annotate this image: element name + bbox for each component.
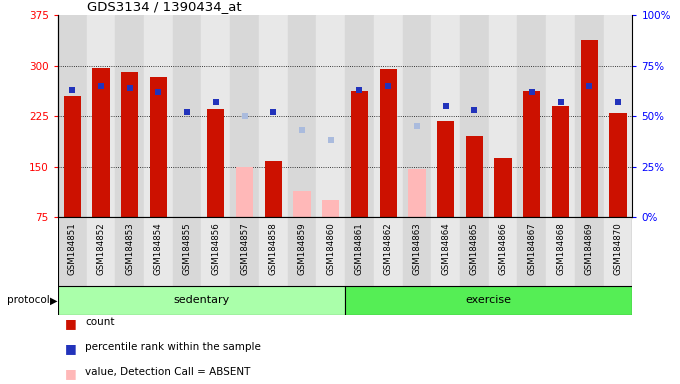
Bar — [86, 217, 116, 286]
Bar — [86, 15, 116, 217]
Bar — [575, 217, 604, 286]
Bar — [431, 217, 460, 286]
Text: GSM184866: GSM184866 — [498, 222, 507, 275]
Bar — [517, 217, 546, 286]
Bar — [259, 15, 288, 217]
Bar — [351, 91, 368, 217]
Text: value, Detection Call = ABSENT: value, Detection Call = ABSENT — [85, 367, 250, 377]
Bar — [546, 15, 575, 217]
Bar — [489, 217, 517, 286]
Text: sedentary: sedentary — [173, 295, 230, 306]
Bar — [121, 73, 138, 217]
Bar — [374, 217, 403, 286]
Text: GDS3134 / 1390434_at: GDS3134 / 1390434_at — [86, 0, 241, 13]
Text: GSM184861: GSM184861 — [355, 222, 364, 275]
Bar — [316, 15, 345, 217]
Bar — [345, 217, 374, 286]
Text: ■: ■ — [65, 342, 76, 355]
Bar — [408, 169, 426, 217]
Bar — [288, 217, 316, 286]
Text: GSM184864: GSM184864 — [441, 222, 450, 275]
Bar — [116, 217, 144, 286]
Text: GSM184868: GSM184868 — [556, 222, 565, 275]
Bar — [489, 15, 517, 217]
Bar — [437, 121, 454, 217]
Bar — [379, 69, 397, 217]
Text: GSM184863: GSM184863 — [413, 222, 422, 275]
Bar — [403, 217, 431, 286]
Text: percentile rank within the sample: percentile rank within the sample — [85, 342, 261, 352]
Bar — [201, 217, 231, 286]
Bar — [259, 217, 288, 286]
Text: GSM184857: GSM184857 — [240, 222, 249, 275]
Bar — [345, 15, 374, 217]
Bar — [523, 91, 541, 217]
Bar — [207, 109, 224, 217]
Bar — [322, 200, 339, 217]
Text: GSM184865: GSM184865 — [470, 222, 479, 275]
Text: exercise: exercise — [466, 295, 512, 306]
Bar — [552, 106, 569, 217]
Bar — [403, 15, 431, 217]
Bar — [604, 217, 632, 286]
Bar — [345, 286, 632, 315]
Bar — [293, 192, 311, 217]
Text: protocol: protocol — [7, 295, 50, 306]
Text: GSM184858: GSM184858 — [269, 222, 277, 275]
Bar — [144, 15, 173, 217]
Bar — [517, 15, 546, 217]
Bar — [374, 15, 403, 217]
Bar — [230, 15, 259, 217]
Text: GSM184853: GSM184853 — [125, 222, 134, 275]
Text: GSM184855: GSM184855 — [183, 222, 192, 275]
Bar — [431, 15, 460, 217]
Bar — [575, 15, 604, 217]
Text: GSM184859: GSM184859 — [298, 222, 307, 275]
Bar — [58, 15, 86, 217]
Bar — [150, 77, 167, 217]
Bar — [116, 15, 144, 217]
Bar — [236, 167, 253, 217]
Bar — [604, 15, 632, 217]
Bar — [58, 217, 86, 286]
Bar — [316, 217, 345, 286]
Text: ▶: ▶ — [50, 295, 57, 306]
Text: ■: ■ — [65, 317, 76, 330]
Bar — [460, 15, 489, 217]
Text: GSM184867: GSM184867 — [528, 222, 537, 275]
Bar — [144, 217, 173, 286]
Text: count: count — [85, 317, 114, 327]
Text: GSM184856: GSM184856 — [211, 222, 220, 275]
Text: GSM184860: GSM184860 — [326, 222, 335, 275]
Text: GSM184854: GSM184854 — [154, 222, 163, 275]
Bar — [173, 217, 201, 286]
Bar — [460, 217, 489, 286]
Bar — [466, 136, 483, 217]
Text: ■: ■ — [65, 367, 76, 380]
Bar — [201, 15, 231, 217]
Text: GSM184869: GSM184869 — [585, 222, 594, 275]
Text: GSM184862: GSM184862 — [384, 222, 392, 275]
Bar — [58, 286, 345, 315]
Bar — [173, 15, 201, 217]
Text: GSM184851: GSM184851 — [68, 222, 77, 275]
Text: GSM184852: GSM184852 — [97, 222, 105, 275]
Bar — [230, 217, 259, 286]
Bar — [92, 68, 109, 217]
Bar — [546, 217, 575, 286]
Text: GSM184870: GSM184870 — [613, 222, 622, 275]
Bar — [63, 96, 81, 217]
Bar — [288, 15, 316, 217]
Bar — [609, 113, 627, 217]
Bar — [494, 158, 512, 217]
Bar — [265, 161, 282, 217]
Bar — [581, 40, 598, 217]
